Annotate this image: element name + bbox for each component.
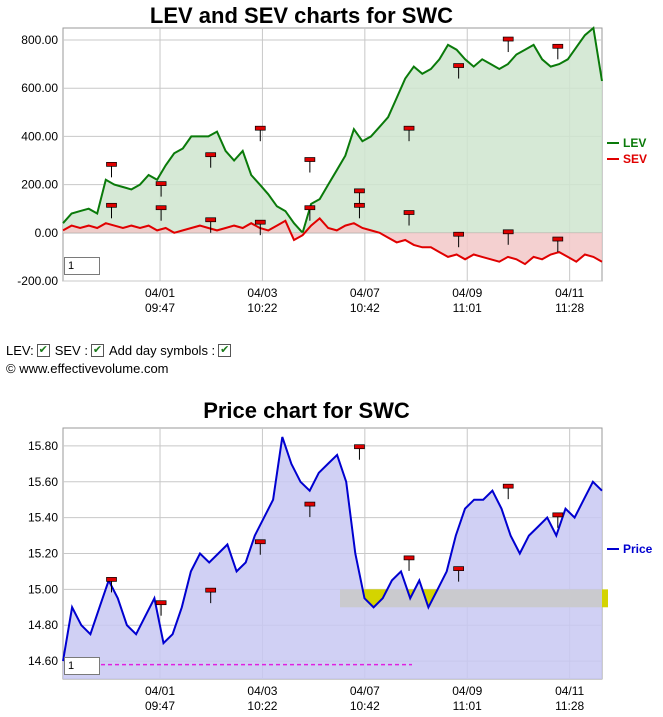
x-tick-time: 10:22 bbox=[247, 699, 277, 713]
lev-checkbox[interactable]: ✔ bbox=[36, 344, 50, 357]
sev-checkbox[interactable]: ✔ bbox=[90, 344, 104, 357]
y-tick-label: 15.00 bbox=[28, 582, 58, 596]
day-marker bbox=[304, 205, 316, 211]
price-area bbox=[63, 437, 602, 679]
x-tick-date: 04/03 bbox=[247, 684, 277, 698]
day-marker bbox=[403, 125, 415, 131]
lev-area bbox=[63, 28, 602, 233]
day-marker bbox=[552, 236, 564, 242]
day-marker bbox=[155, 600, 167, 606]
x-tick-time: 11:28 bbox=[555, 699, 584, 713]
y-tick-label: 600.00 bbox=[21, 81, 58, 95]
day-marker bbox=[205, 152, 217, 158]
y-tick-label: 15.60 bbox=[28, 475, 58, 489]
x-tick-date: 04/09 bbox=[452, 286, 482, 300]
day-marker bbox=[304, 157, 316, 162]
day-symbols-checkbox[interactable]: ✔ bbox=[218, 344, 232, 357]
x-tick-time: 11:01 bbox=[453, 699, 482, 713]
y-tick-label: 800.00 bbox=[21, 33, 58, 47]
y-tick-label: 15.40 bbox=[28, 511, 58, 525]
day-marker bbox=[106, 202, 117, 208]
lev-sev-chart-title: LEV and SEV charts for SWC bbox=[149, 3, 454, 28]
day-marker bbox=[304, 501, 316, 507]
lev-toggle-label: LEV: bbox=[6, 343, 34, 358]
sev-toggle-label: SEV : bbox=[54, 343, 88, 358]
legend-sev-label: SEV bbox=[623, 152, 647, 166]
day-marker bbox=[502, 36, 514, 42]
legend-price-label: Price bbox=[623, 542, 653, 556]
day-marker bbox=[155, 181, 167, 186]
legend-lev-label: LEV bbox=[623, 136, 646, 150]
y-tick-label: 200.00 bbox=[21, 178, 58, 192]
x-tick-date: 04/11 bbox=[555, 286, 584, 300]
copyright-text: © www.effectivevolume.com bbox=[6, 361, 169, 376]
y-tick-label: 15.80 bbox=[28, 439, 58, 453]
price-chart-title: Price chart for SWC bbox=[203, 398, 410, 423]
x-tick-date: 04/03 bbox=[247, 286, 277, 300]
sev-area bbox=[63, 218, 602, 265]
y-tick-label: 0.00 bbox=[35, 226, 59, 240]
x-tick-time: 11:28 bbox=[555, 301, 584, 315]
day-marker bbox=[453, 63, 464, 68]
day-marker bbox=[106, 161, 117, 167]
x-tick-time: 10:42 bbox=[350, 699, 380, 713]
y-tick-label: 14.80 bbox=[28, 618, 58, 632]
day-marker bbox=[502, 483, 514, 489]
day-marker bbox=[403, 555, 415, 561]
day-marker bbox=[552, 512, 564, 518]
day-symbols-label: Add day symbols : bbox=[108, 343, 216, 358]
day-marker bbox=[502, 229, 514, 235]
day-marker bbox=[354, 444, 365, 450]
x-tick-time: 10:22 bbox=[247, 301, 277, 315]
x-tick-date: 04/01 bbox=[145, 684, 175, 698]
day-marker bbox=[354, 188, 365, 194]
day-marker bbox=[205, 587, 217, 593]
day-marker bbox=[552, 43, 564, 49]
lev-line bbox=[62, 26, 603, 235]
y-tick-label: -200.00 bbox=[17, 274, 58, 288]
day-marker bbox=[403, 210, 415, 215]
day-marker bbox=[205, 217, 217, 223]
y-tick-label: 400.00 bbox=[21, 129, 58, 143]
day-marker bbox=[354, 202, 365, 208]
day-marker bbox=[453, 231, 464, 237]
day-marker bbox=[254, 539, 266, 545]
y-tick-label: 15.20 bbox=[28, 547, 58, 561]
day-marker bbox=[254, 219, 266, 225]
x-tick-date: 04/07 bbox=[350, 684, 380, 698]
y-tick-label: 14.60 bbox=[28, 654, 58, 668]
day-marker bbox=[106, 577, 117, 582]
x-tick-time: 09:47 bbox=[145, 301, 175, 315]
x-tick-time: 10:42 bbox=[350, 301, 380, 315]
day-marker bbox=[254, 125, 266, 131]
chart-controls: LEV: ✔ SEV : ✔ Add day symbols : ✔ bbox=[6, 343, 233, 358]
price-zoom-input[interactable]: 1 bbox=[64, 657, 100, 675]
day-marker bbox=[453, 566, 464, 571]
sev-line bbox=[62, 217, 603, 266]
x-tick-time: 09:47 bbox=[145, 699, 175, 713]
x-tick-date: 04/11 bbox=[555, 684, 584, 698]
lev-sev-chart: 800.00 600.00 400.00 200.00 0.00 -200.00 04/01… bbox=[17, 26, 647, 315]
price-line bbox=[62, 436, 603, 662]
x-tick-time: 11:01 bbox=[453, 301, 482, 315]
x-tick-date: 04/01 bbox=[145, 286, 175, 300]
day-marker bbox=[155, 205, 167, 211]
x-tick-date: 04/09 bbox=[452, 684, 482, 698]
x-tick-date: 04/07 bbox=[350, 286, 380, 300]
lev-zoom-input[interactable]: 1 bbox=[64, 257, 100, 275]
